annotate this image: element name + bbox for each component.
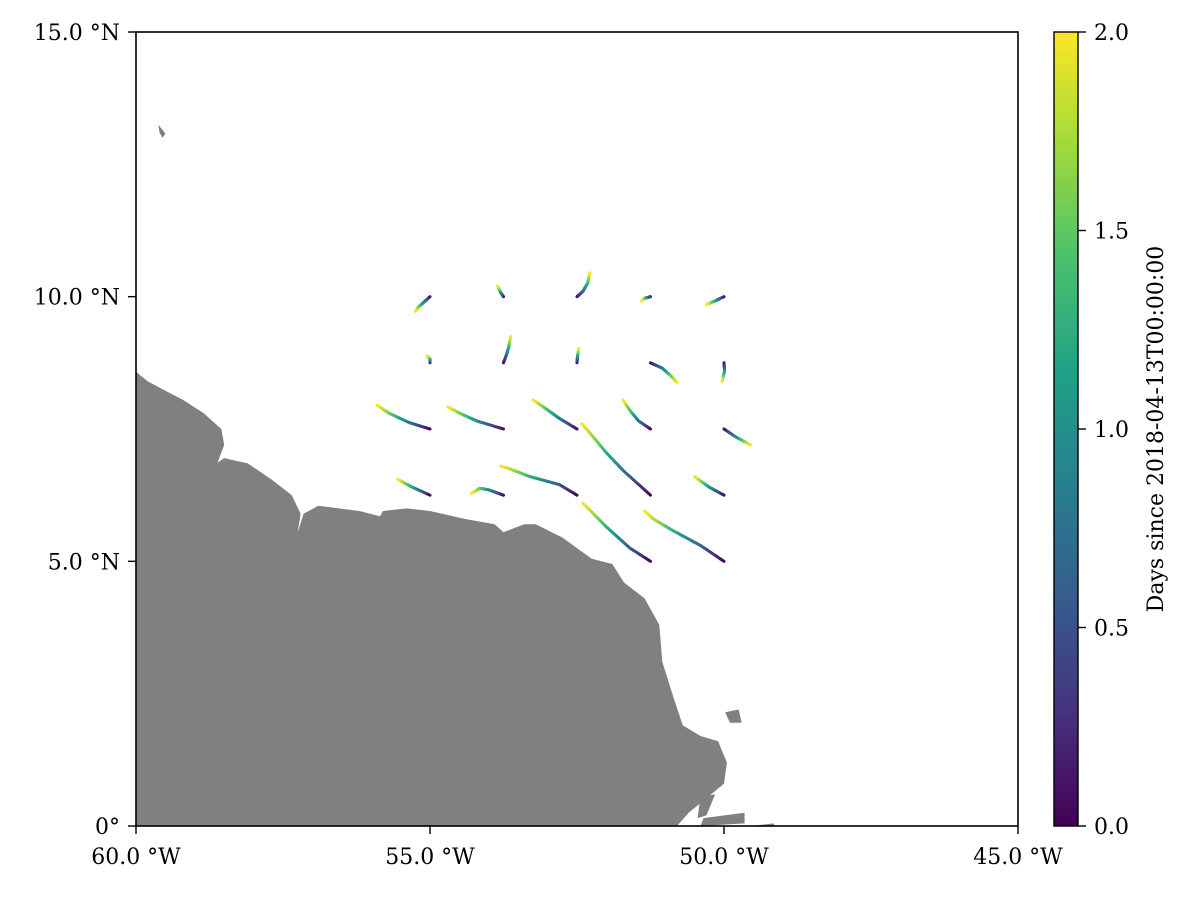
trajectory-segment xyxy=(396,477,401,482)
trajectory xyxy=(649,361,679,384)
x-tick-label: 50.0 °W xyxy=(679,845,769,870)
island-3 xyxy=(700,812,745,826)
trajectory xyxy=(575,347,581,365)
island-0 xyxy=(158,124,166,138)
trajectory-segment xyxy=(675,380,679,384)
trajectory xyxy=(720,361,727,383)
y-tick-label: 15.0 °N xyxy=(34,21,120,46)
island-2 xyxy=(697,794,716,819)
trajectory xyxy=(621,398,652,431)
trajectory xyxy=(531,398,579,431)
trajectory xyxy=(413,295,432,313)
trajectory xyxy=(375,403,432,431)
map-frame xyxy=(135,31,1019,827)
trajectory xyxy=(722,427,752,447)
trajectory xyxy=(640,295,652,303)
map-panel xyxy=(135,31,1019,827)
trajectory xyxy=(446,405,505,431)
trajectory-segment xyxy=(693,475,698,479)
trajectory-segment xyxy=(446,405,451,409)
island-1 xyxy=(725,709,742,723)
colorbar: 0.0 0.5 1.0 1.5 2.0 Days since 2018-04-13T00… xyxy=(1053,21,1169,840)
trajectory-segment xyxy=(621,398,625,403)
colorbar-tick-label: 2.0 xyxy=(1094,21,1129,46)
trajectory xyxy=(581,501,652,563)
x-tick-label: 45.0 °W xyxy=(973,845,1063,870)
colorbar-title: Days since 2018-04-13T00:00:00 xyxy=(1144,246,1169,613)
trajectory xyxy=(499,464,579,497)
colorbar-ticks: 0.0 0.5 1.0 1.5 2.0 xyxy=(1078,21,1129,840)
x-tick-label: 60.0 °W xyxy=(91,845,181,870)
colorbar-tick-label: 1.5 xyxy=(1094,220,1129,245)
colorbar-tick-label: 0.5 xyxy=(1094,617,1129,642)
y-tick-label: 5.0 °N xyxy=(48,550,120,575)
trajectory-layer xyxy=(375,271,752,563)
trajectory xyxy=(496,284,505,299)
y-tick-label: 10.0 °N xyxy=(34,286,120,311)
trajectory xyxy=(425,354,432,365)
longitude-axis: 60.0 °W 55.0 °W 50.0 °W 45.0 °W xyxy=(91,826,1063,870)
trajectory-segment xyxy=(469,491,474,496)
trajectory xyxy=(704,295,726,307)
x-tick-label: 55.0 °W xyxy=(385,845,475,870)
trajectory xyxy=(396,477,432,497)
colorbar-fill xyxy=(1054,32,1078,826)
trajectory xyxy=(469,486,505,497)
trajectory xyxy=(693,475,726,497)
south-america-landmass xyxy=(136,371,727,826)
trajectory xyxy=(643,509,726,563)
y-tick-label: 0° xyxy=(95,815,120,840)
trajectory-segment xyxy=(531,398,536,402)
colorbar-tick-label: 1.0 xyxy=(1094,418,1129,443)
latitude-axis: 0° 5.0 °N 10.0 °N 15.0 °N xyxy=(34,21,136,840)
trajectory-segment xyxy=(580,422,584,426)
trajectory-segment xyxy=(375,403,380,408)
trajectory-segment xyxy=(747,442,752,447)
colorbar-tick-label: 0.0 xyxy=(1094,815,1129,840)
trajectory-segment xyxy=(643,509,647,514)
trajectory-segment xyxy=(581,501,587,507)
trajectory xyxy=(575,271,592,299)
trajectory xyxy=(502,334,513,365)
trajectory xyxy=(580,422,652,497)
